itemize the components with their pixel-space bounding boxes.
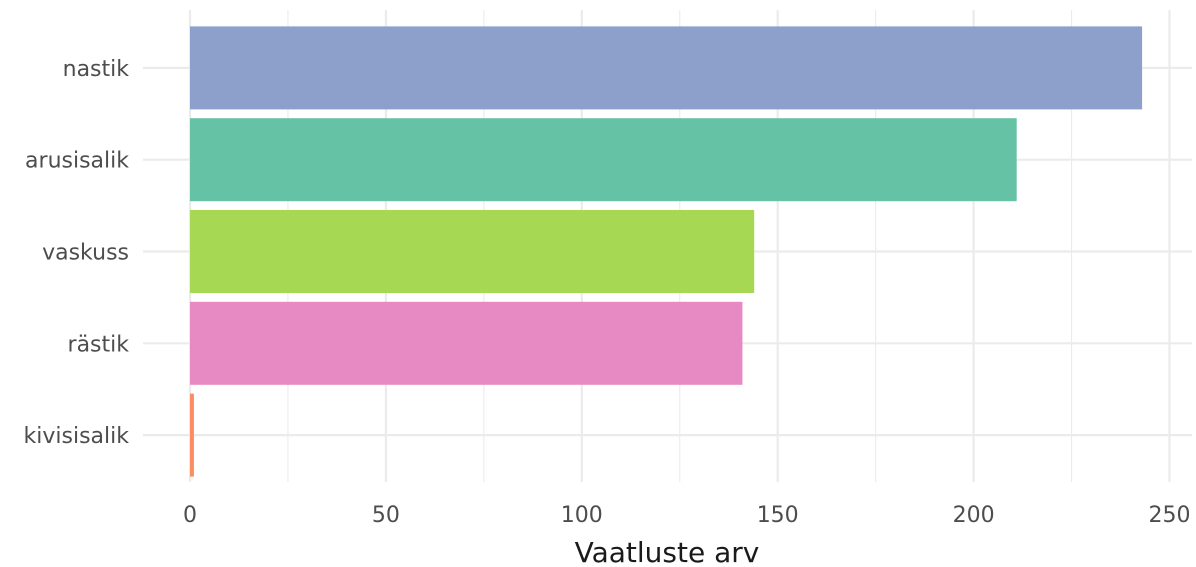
- x-tick-labels: 0 50 100 150 200 250: [183, 503, 1191, 528]
- y-tick-labels: nastik arusisalik vaskuss rästik kivisisalik: [24, 57, 130, 449]
- x-tick-label: 150: [757, 503, 799, 528]
- bar-vaskuss: [190, 210, 755, 293]
- x-tick-label: 200: [953, 503, 995, 528]
- y-tick-label: kivisisalik: [24, 424, 130, 449]
- bar-rästik: [190, 301, 743, 385]
- x-tick-label: 50: [372, 503, 400, 528]
- y-tick-label: nastik: [63, 57, 130, 82]
- bars-group: [190, 26, 1143, 477]
- bar-kivisisalik: [190, 393, 194, 477]
- y-tick-label: arusisalik: [25, 149, 129, 174]
- x-axis-title: Vaatluste arv: [575, 536, 760, 567]
- bar-nastik: [190, 26, 1143, 110]
- x-tick-label: 0: [183, 503, 197, 528]
- y-tick-label: rästik: [68, 332, 130, 357]
- y-tick-label: vaskuss: [42, 241, 129, 266]
- bar-arusisalik: [190, 118, 1017, 202]
- x-tick-label: 250: [1149, 503, 1191, 528]
- x-tick-label: 100: [561, 503, 603, 528]
